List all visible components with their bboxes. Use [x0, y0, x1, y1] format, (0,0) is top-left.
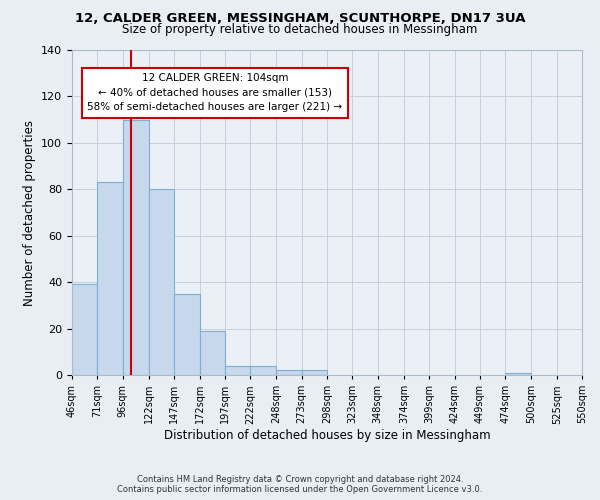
Bar — [302, 370, 327, 375]
Bar — [225, 366, 250, 375]
Bar — [277, 370, 302, 375]
Bar — [72, 284, 97, 375]
Bar — [149, 190, 174, 375]
Text: Size of property relative to detached houses in Messingham: Size of property relative to detached ho… — [122, 22, 478, 36]
Bar — [97, 182, 122, 375]
Bar — [505, 372, 532, 375]
Text: 12, CALDER GREEN, MESSINGHAM, SCUNTHORPE, DN17 3UA: 12, CALDER GREEN, MESSINGHAM, SCUNTHORPE… — [75, 12, 525, 26]
Y-axis label: Number of detached properties: Number of detached properties — [23, 120, 35, 306]
Bar — [199, 331, 225, 375]
Bar — [174, 294, 199, 375]
X-axis label: Distribution of detached houses by size in Messingham: Distribution of detached houses by size … — [164, 429, 490, 442]
Bar — [122, 120, 149, 375]
Text: Contains HM Land Registry data © Crown copyright and database right 2024.
Contai: Contains HM Land Registry data © Crown c… — [118, 474, 482, 494]
Text: 12 CALDER GREEN: 104sqm
← 40% of detached houses are smaller (153)
58% of semi-d: 12 CALDER GREEN: 104sqm ← 40% of detache… — [87, 72, 343, 112]
Bar — [250, 366, 277, 375]
